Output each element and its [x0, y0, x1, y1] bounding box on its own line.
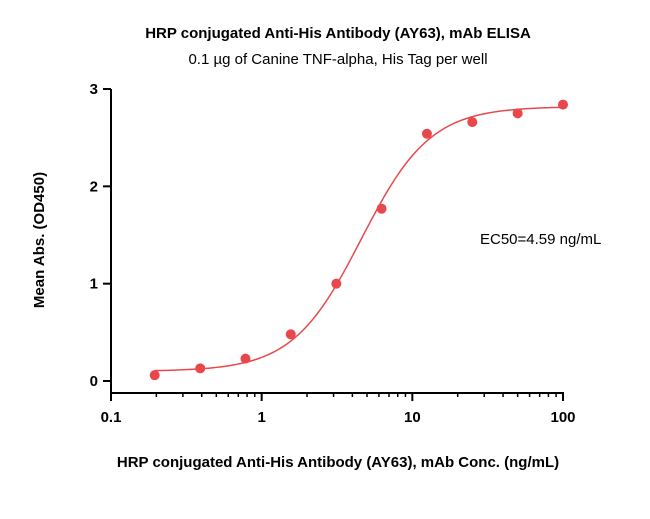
chart-subtitle: 0.1 µg of Canine TNF-alpha, His Tag per … [188, 51, 487, 68]
y-tick-label: 1 [90, 276, 98, 293]
y-tick-label: 2 [90, 178, 98, 195]
y-tick-label: 3 [90, 81, 98, 98]
data-point [467, 117, 478, 128]
x-tick-label: 10 [404, 409, 421, 426]
fit-curve [154, 106, 564, 372]
x-tick-label: 1 [257, 409, 265, 426]
data-point [512, 108, 523, 119]
y-ticks: 0 1 2 3 [90, 81, 111, 390]
ec50-annotation: EC50=4.59 ng/mL [480, 231, 601, 248]
y-tick-label: 0 [90, 373, 98, 390]
data-point [240, 353, 251, 364]
x-ticks: 0.1 1 10 100 [101, 393, 576, 426]
data-point [195, 363, 206, 374]
data-point [421, 128, 432, 139]
y-axis-label: Mean Abs. (OD450) [31, 172, 48, 308]
data-point [558, 99, 568, 110]
data-point [149, 370, 160, 381]
x-tick-label: 0.1 [101, 409, 122, 426]
x-axis-label: HRP conjugated Anti-His Antibody (AY63),… [117, 454, 559, 471]
data-points [149, 99, 568, 381]
x-tick-label: 100 [550, 409, 575, 426]
chart-title: HRP conjugated Anti-His Antibody (AY63),… [145, 25, 531, 42]
data-point [376, 203, 387, 214]
data-point [331, 278, 342, 289]
data-point [285, 329, 296, 340]
